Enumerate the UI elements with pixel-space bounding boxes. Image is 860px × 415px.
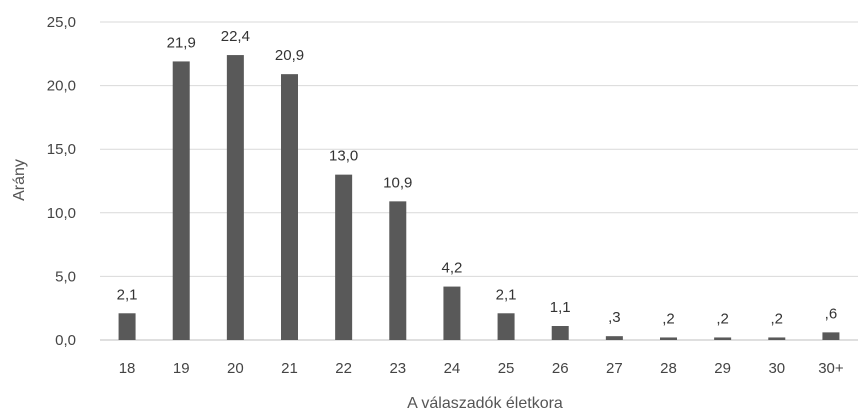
- data-label: 1,1: [550, 299, 571, 316]
- bar: [497, 313, 515, 340]
- data-label: ,6: [825, 305, 838, 322]
- data-label: 4,2: [441, 260, 462, 277]
- x-tick-label: 21: [281, 360, 298, 377]
- x-tick-label: 30+: [818, 360, 844, 377]
- data-label: ,2: [662, 310, 675, 327]
- y-tick-label: 25,0: [47, 14, 76, 31]
- data-labels: 2,1 21,9 22,4 20,9 13,0 10,9 4,2 2,1 1,1 ,3 ,2 ,2 ,2…: [117, 28, 838, 327]
- y-axis-title: Arány: [11, 159, 28, 201]
- gridlines: [100, 21, 858, 341]
- y-tick-label: 20,0: [47, 78, 76, 95]
- x-tick-label: 24: [444, 360, 461, 377]
- bars: [118, 55, 840, 341]
- bar: [226, 55, 244, 341]
- data-label: 10,9: [383, 174, 412, 191]
- x-tick-label: 27: [606, 360, 623, 377]
- data-label: 13,0: [329, 148, 358, 165]
- bar: [172, 61, 190, 340]
- y-tick-label: 0,0: [55, 332, 76, 349]
- y-tick-label: 5,0: [55, 268, 76, 285]
- bar: [443, 286, 461, 340]
- bar: [822, 332, 840, 340]
- x-axis-ticks: 18 19 20 21 22 23 24 25 26 27 28 29 30 30+: [119, 360, 844, 377]
- bar: [551, 326, 569, 340]
- x-tick-label: 22: [335, 360, 352, 377]
- y-tick-label: 15,0: [47, 141, 76, 158]
- data-label: ,3: [608, 309, 621, 326]
- data-label: 2,1: [117, 286, 138, 303]
- data-label: 2,1: [496, 286, 517, 303]
- bar: [714, 337, 732, 340]
- y-axis-ticks: 0,0 5,0 10,0 15,0 20,0 25,0: [47, 14, 76, 349]
- x-tick-label: 19: [173, 360, 190, 377]
- data-label: 21,9: [167, 34, 196, 51]
- y-tick-label: 10,0: [47, 205, 76, 222]
- bar: [768, 337, 786, 340]
- data-label: ,2: [771, 310, 784, 327]
- x-tick-label: 23: [389, 360, 406, 377]
- bar: [605, 336, 623, 340]
- bar: [335, 174, 353, 340]
- data-label: ,2: [716, 310, 729, 327]
- x-tick-label: 29: [714, 360, 731, 377]
- x-axis-title: A válaszadók életkora: [407, 395, 563, 412]
- data-label: 22,4: [221, 28, 250, 45]
- x-tick-label: 28: [660, 360, 677, 377]
- x-tick-label: 26: [552, 360, 569, 377]
- bar: [389, 201, 407, 340]
- x-tick-label: 25: [498, 360, 515, 377]
- bar: [118, 313, 136, 340]
- bar: [660, 337, 677, 340]
- data-label: 20,9: [275, 47, 304, 64]
- bar: [281, 74, 298, 340]
- x-tick-label: 20: [227, 360, 244, 377]
- x-tick-label: 30: [768, 360, 785, 377]
- x-tick-label: 18: [119, 360, 136, 377]
